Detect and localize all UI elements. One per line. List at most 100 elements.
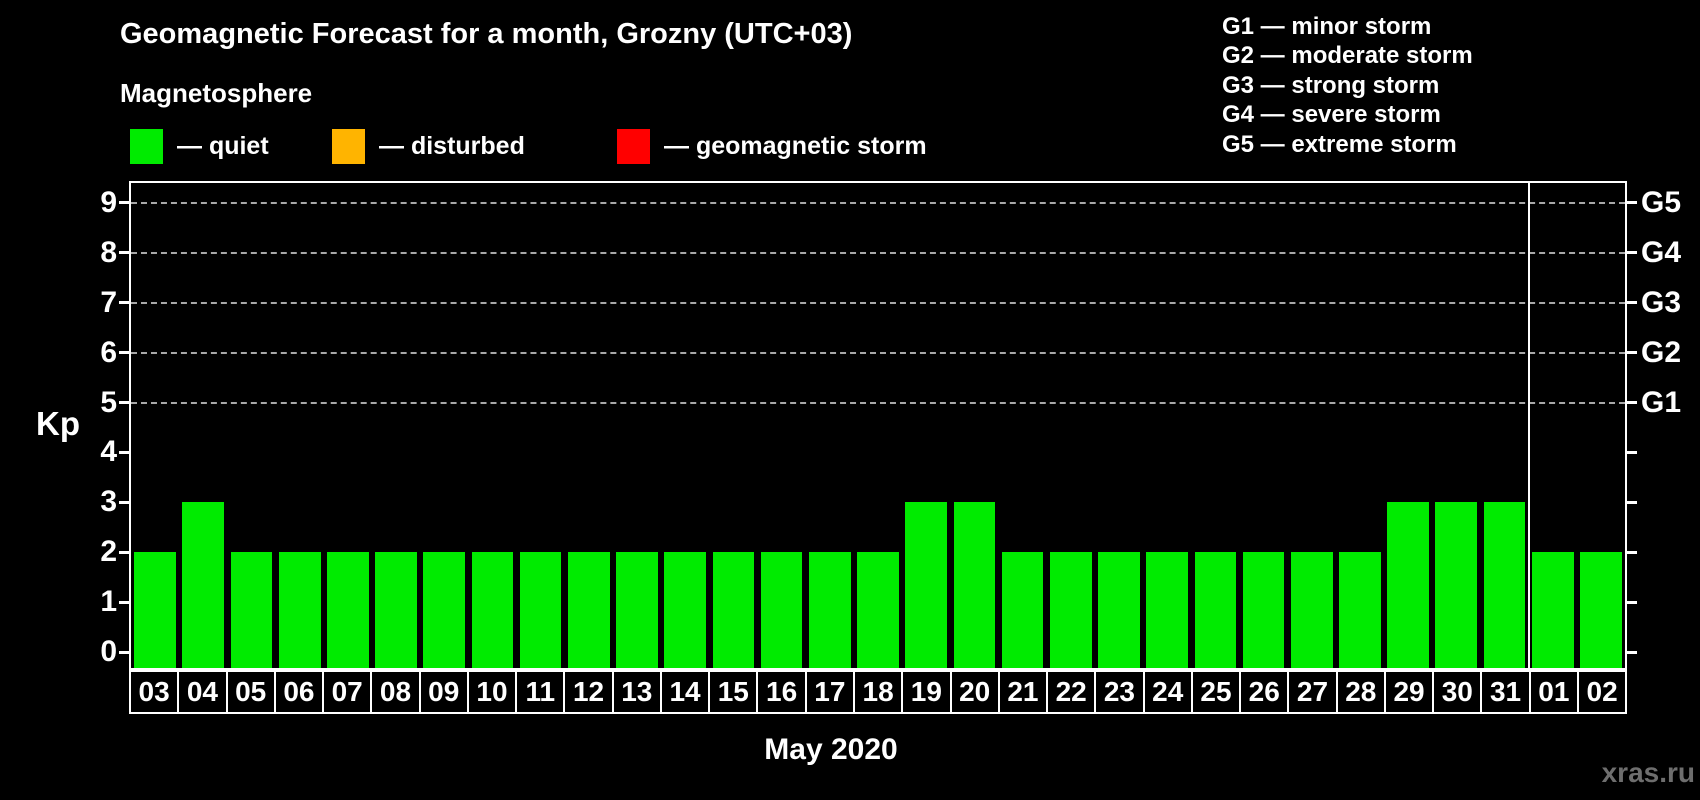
storm-scale-item: G4 — severe storm xyxy=(1222,101,1441,129)
watermark: xras.ru xyxy=(1601,757,1695,788)
x-axis-day-row: 03 04 05 06 07 08 09 10 11 12 13 14 15 16 17 18 19 20 21 22… xyxy=(129,670,1628,714)
axis-tick xyxy=(1627,301,1637,305)
kp-bar xyxy=(1483,502,1526,668)
kp-bar xyxy=(471,552,514,668)
axis-tick xyxy=(119,251,129,255)
x-axis-day-label: 09 xyxy=(418,670,469,714)
g-level-label: G4 xyxy=(1641,235,1682,269)
g-level-label: G5 xyxy=(1641,185,1682,219)
storm-scale-item: G2 — moderate storm xyxy=(1222,42,1473,70)
x-axis-day-label: 17 xyxy=(804,670,855,714)
gridline-kp5 xyxy=(131,401,1625,404)
quiet-color-swatch xyxy=(130,129,163,164)
x-axis-day-label: 03 xyxy=(129,670,180,714)
axis-tick xyxy=(1627,251,1637,255)
disturbed-color-swatch xyxy=(332,129,365,164)
gridline-kp7 xyxy=(131,301,1625,304)
storm-scale-item: G5 — extreme storm xyxy=(1222,130,1457,158)
kp-bar xyxy=(134,552,176,668)
x-axis-day-label: 29 xyxy=(1383,670,1435,714)
x-axis-day-label: 01 xyxy=(1528,670,1579,714)
y-axis-tick-label: 3 xyxy=(100,485,117,519)
x-axis-day-label: 23 xyxy=(1094,670,1145,714)
y-axis-tick-label: 6 xyxy=(100,335,117,369)
axis-tick xyxy=(1627,500,1637,504)
storm-scale-item: G1 — minor storm xyxy=(1222,13,1432,40)
g-level-label: G1 xyxy=(1641,385,1682,419)
x-axis-day-label: 20 xyxy=(949,670,1000,714)
axis-tick xyxy=(1627,450,1637,454)
g-level-label: G2 xyxy=(1641,335,1682,369)
x-axis-day-label: 16 xyxy=(756,670,807,714)
kp-bar xyxy=(423,552,466,668)
month-separator-line xyxy=(1527,183,1530,668)
y-axis-tick-label: 7 xyxy=(100,285,117,319)
y-axis-tick-label: 2 xyxy=(100,535,117,569)
axis-tick xyxy=(1627,351,1637,355)
kp-bar xyxy=(182,502,225,668)
x-axis-day-label: 25 xyxy=(1190,670,1242,714)
y-axis-tick-label: 5 xyxy=(100,385,117,419)
kp-bar xyxy=(808,552,851,668)
gridline-kp8 xyxy=(131,251,1625,254)
x-axis-day-label: 15 xyxy=(708,670,759,714)
x-axis-day-label: 04 xyxy=(177,670,228,714)
kp-bar xyxy=(1146,552,1189,668)
x-axis-day-label: 21 xyxy=(997,670,1049,714)
storm-color-swatch xyxy=(617,129,650,164)
legend-label: — geomagnetic storm xyxy=(664,132,927,160)
kp-bar xyxy=(905,502,948,668)
y-axis-tick-label: 0 xyxy=(100,635,117,669)
kp-bar xyxy=(567,552,610,668)
kp-bar xyxy=(1580,552,1622,668)
y-axis-tick-label: 4 xyxy=(100,435,117,469)
kp-bar xyxy=(712,552,755,668)
x-axis-day-label: 12 xyxy=(563,670,614,714)
legend-item-storm: — geomagnetic storm xyxy=(617,129,927,164)
x-axis-day-label: 08 xyxy=(370,670,421,714)
kp-bar xyxy=(664,552,707,668)
x-axis-day-label: 19 xyxy=(901,670,952,714)
storm-scale-item: G3 — strong storm xyxy=(1222,71,1440,99)
kp-bar xyxy=(519,552,562,668)
x-axis-day-label: 05 xyxy=(225,670,276,714)
axis-tick xyxy=(119,201,129,205)
gridline-kp6 xyxy=(131,351,1625,354)
x-axis-day-label: 24 xyxy=(1142,670,1193,714)
y-axis-tick-label: 8 xyxy=(100,235,117,269)
legend-label: — quiet xyxy=(177,132,269,160)
x-axis-day-label: 31 xyxy=(1480,670,1531,714)
g-scale-legend: G1 — minor storm G2 — moderate storm G3 — … xyxy=(1222,12,1473,159)
x-axis-day-label: 18 xyxy=(852,670,904,714)
legend-item-quiet: — quiet xyxy=(130,129,269,164)
g-level-label: G3 xyxy=(1641,285,1682,319)
kp-bar xyxy=(1435,502,1478,668)
kp-bar xyxy=(1290,552,1333,668)
kp-bar xyxy=(1339,552,1381,668)
x-axis-day-label: 14 xyxy=(659,670,711,714)
x-axis-day-label: 10 xyxy=(466,670,518,714)
axis-tick xyxy=(1627,401,1637,405)
x-axis-day-label: 06 xyxy=(273,670,325,714)
axis-tick xyxy=(119,450,129,454)
magnetosphere-label: Magnetosphere xyxy=(120,78,313,108)
x-axis-day-label: 11 xyxy=(515,670,566,714)
axis-tick xyxy=(119,401,129,405)
kp-bar xyxy=(760,552,803,668)
axis-tick xyxy=(119,550,129,554)
y-axis-tick-label: 9 xyxy=(100,185,117,219)
kp-bar xyxy=(616,552,658,668)
x-axis-day-label: 28 xyxy=(1335,670,1386,714)
axis-tick xyxy=(119,650,129,654)
axis-tick xyxy=(119,600,129,604)
kp-bar xyxy=(375,552,417,668)
kp-bar xyxy=(1049,552,1092,668)
kp-bar xyxy=(1531,552,1574,668)
x-axis-day-label: 26 xyxy=(1239,670,1290,714)
kp-chart-plot-area xyxy=(129,181,1627,670)
gridline-kp9 xyxy=(131,201,1625,204)
kp-bar xyxy=(1242,552,1285,668)
axis-tick xyxy=(119,351,129,355)
x-axis-day-label: 02 xyxy=(1576,670,1628,714)
axis-tick xyxy=(1627,201,1637,205)
